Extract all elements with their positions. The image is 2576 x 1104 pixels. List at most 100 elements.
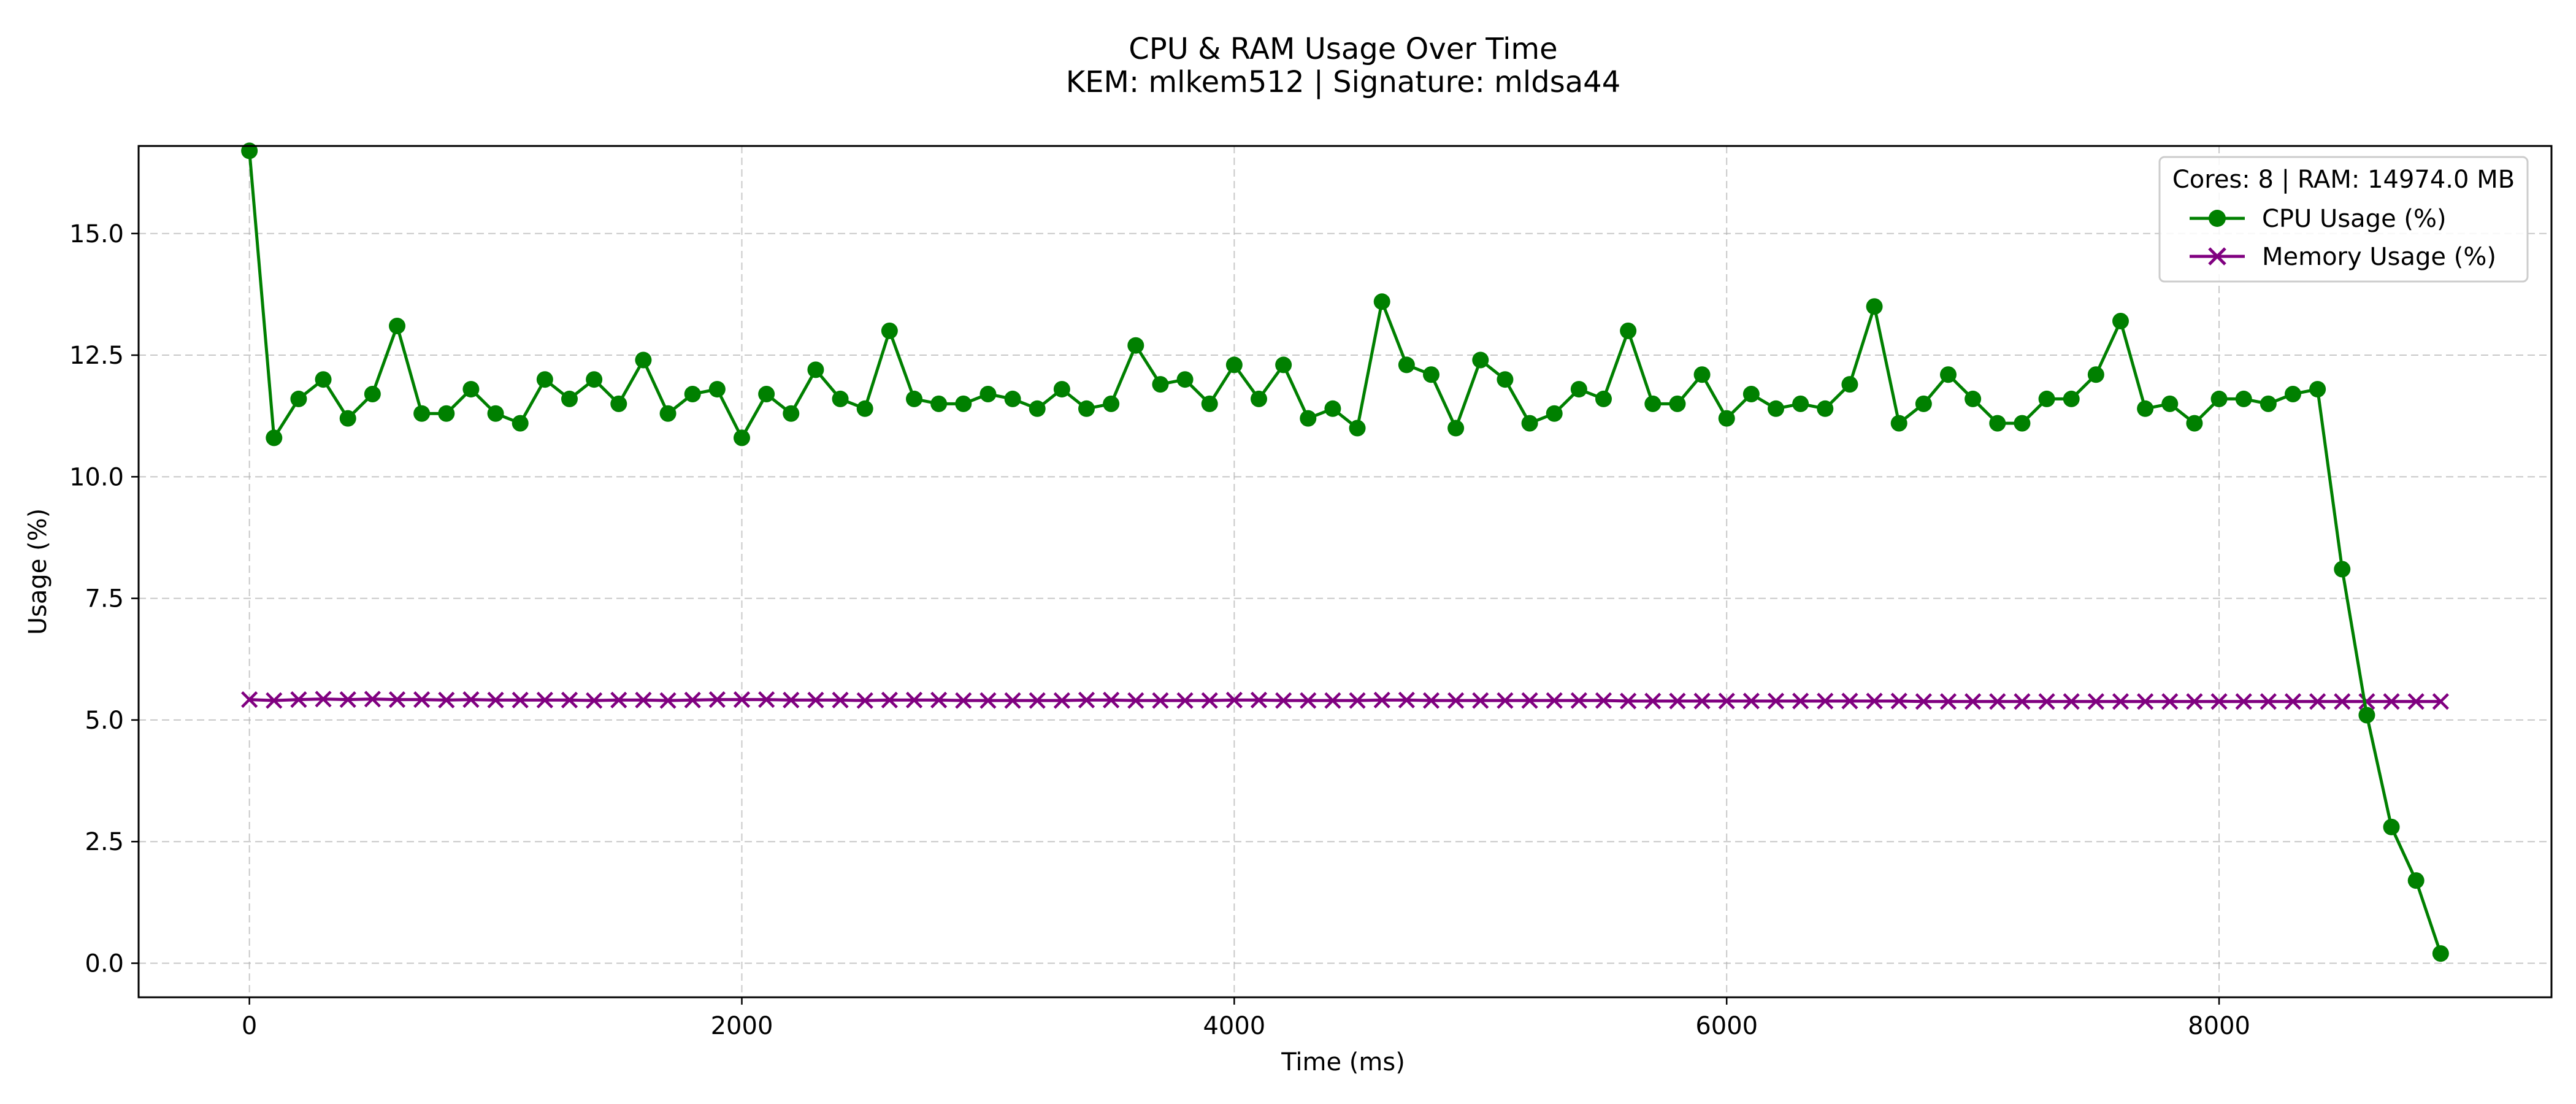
- x-tick-label: 6000: [1695, 1012, 1758, 1040]
- memory-data-point: [2309, 693, 2326, 710]
- cpu-data-point: [1669, 395, 1686, 412]
- memory-data-point: [930, 691, 948, 708]
- cpu-data-point: [708, 381, 726, 398]
- cpu-data-point: [2087, 366, 2104, 383]
- memory-data-point: [2235, 693, 2252, 710]
- y-tick-label: 10.0: [69, 463, 124, 491]
- cpu-data-point: [1915, 395, 1932, 412]
- cpu-data-point: [512, 415, 529, 432]
- memory-data-point: [1447, 692, 1465, 709]
- memory-data-point: [2014, 693, 2031, 710]
- cpu-data-point: [758, 386, 775, 403]
- cpu-data-point: [1029, 400, 1046, 417]
- cpu-data-point: [2014, 415, 2031, 432]
- memory-data-point: [290, 691, 307, 708]
- cpu-data-point: [1841, 376, 1858, 393]
- cpu-data-point: [2137, 400, 2154, 417]
- cpu-data-point: [438, 405, 455, 422]
- memory-data-point: [783, 691, 800, 708]
- plot-series: [241, 142, 2449, 962]
- chart-title: CPU & RAM Usage Over Time: [1129, 32, 1557, 66]
- cpu-data-point: [1152, 376, 1169, 393]
- cpu-data-point: [1225, 356, 1243, 374]
- cpu-data-point: [2309, 381, 2326, 398]
- memory-data-point: [1127, 692, 1144, 709]
- memory-data-point: [2334, 693, 2351, 710]
- memory-data-point: [2210, 693, 2228, 710]
- memory-data-point: [462, 691, 480, 708]
- cpu-data-point: [1521, 415, 1538, 432]
- cpu-data-point: [1053, 381, 1070, 398]
- memory-data-point: [1398, 691, 1415, 708]
- memory-data-point: [1742, 692, 1760, 710]
- memory-data-point: [2284, 693, 2302, 710]
- memory-data-point: [1595, 692, 1612, 709]
- memory-data-point: [1275, 692, 1292, 709]
- cpu-data-point: [1570, 381, 1587, 398]
- memory-data-point: [610, 691, 627, 708]
- cpu-data-point: [586, 371, 603, 388]
- cpu-data-point: [610, 395, 627, 412]
- x-tick-label: 4000: [1203, 1012, 1265, 1040]
- memory-data-point: [2137, 693, 2154, 710]
- memory-data-point: [1422, 692, 1440, 709]
- memory-data-point: [881, 691, 898, 708]
- cpu-data-point: [1127, 337, 1144, 354]
- legend-cpu-label: CPU Usage (%): [2262, 205, 2447, 233]
- memory-data-point: [1693, 692, 1711, 710]
- memory-data-point: [2112, 693, 2129, 710]
- cpu-data-point: [2038, 390, 2055, 407]
- cpu-data-point: [1620, 322, 1637, 339]
- cpu-data-point: [1275, 356, 1292, 374]
- cpu-data-point: [1373, 293, 1390, 310]
- memory-data-point: [2383, 693, 2400, 710]
- cpu-data-point: [2358, 707, 2375, 724]
- cpu-data-point: [2432, 945, 2449, 962]
- cpu-data-point: [2235, 390, 2252, 407]
- cpu-data-point: [2112, 313, 2129, 330]
- memory-data-point: [807, 691, 824, 708]
- memory-data-point: [1497, 692, 1514, 709]
- cpu-data-point: [1644, 395, 1662, 412]
- cpu-data-point: [1398, 356, 1415, 374]
- memory-data-point: [979, 692, 997, 709]
- plot-frame: [137, 145, 2553, 999]
- cpu-data-point: [2063, 390, 2080, 407]
- cpu-data-point: [1251, 390, 1267, 407]
- cpu-data-point: [1742, 386, 1760, 403]
- memory-data-point: [1201, 692, 1218, 709]
- cpu-data-point: [2161, 395, 2179, 412]
- cpu-data-point: [1176, 371, 1194, 388]
- cpu-data-point: [783, 405, 800, 422]
- memory-data-point: [635, 691, 652, 708]
- x-tick-label: 2000: [711, 1012, 773, 1040]
- legend-title: Cores: 8 | RAM: 14974.0 MB: [2172, 166, 2515, 194]
- memory-data-point: [315, 691, 332, 708]
- cpu-data-point: [906, 390, 922, 407]
- cpu-data-point: [364, 386, 381, 403]
- cpu-data-point: [1965, 390, 1982, 407]
- memory-data-point: [856, 692, 873, 709]
- memory-data-point: [1349, 692, 1366, 709]
- x-tick-label: 0: [242, 1012, 257, 1040]
- memory-data-point: [2063, 693, 2080, 710]
- cpu-data-point: [930, 395, 948, 412]
- memory-data-point: [2358, 693, 2375, 710]
- legend: Cores: 8 | RAM: 14974.0 MB CPU Usage (%)…: [2158, 156, 2529, 283]
- cpu-data-point: [1940, 366, 1957, 383]
- cpu-data-point: [1768, 400, 1784, 417]
- memory-data-point: [388, 691, 406, 708]
- y-tick-label: 5.0: [85, 707, 124, 735]
- memory-data-point: [2038, 693, 2055, 710]
- memory-data-point: [1767, 692, 1785, 710]
- memory-data-point: [1718, 692, 1735, 710]
- cpu-data-point: [1447, 420, 1465, 437]
- cpu-data-point: [389, 317, 405, 334]
- cpu-data-point: [266, 429, 283, 447]
- y-tick-label: 15.0: [69, 220, 124, 248]
- memory-data-point: [1890, 692, 1907, 710]
- memory-data-point: [413, 691, 431, 708]
- memory-data-point: [1225, 691, 1243, 708]
- cpu-data-point: [1546, 405, 1563, 422]
- cpu-data-point: [684, 386, 701, 403]
